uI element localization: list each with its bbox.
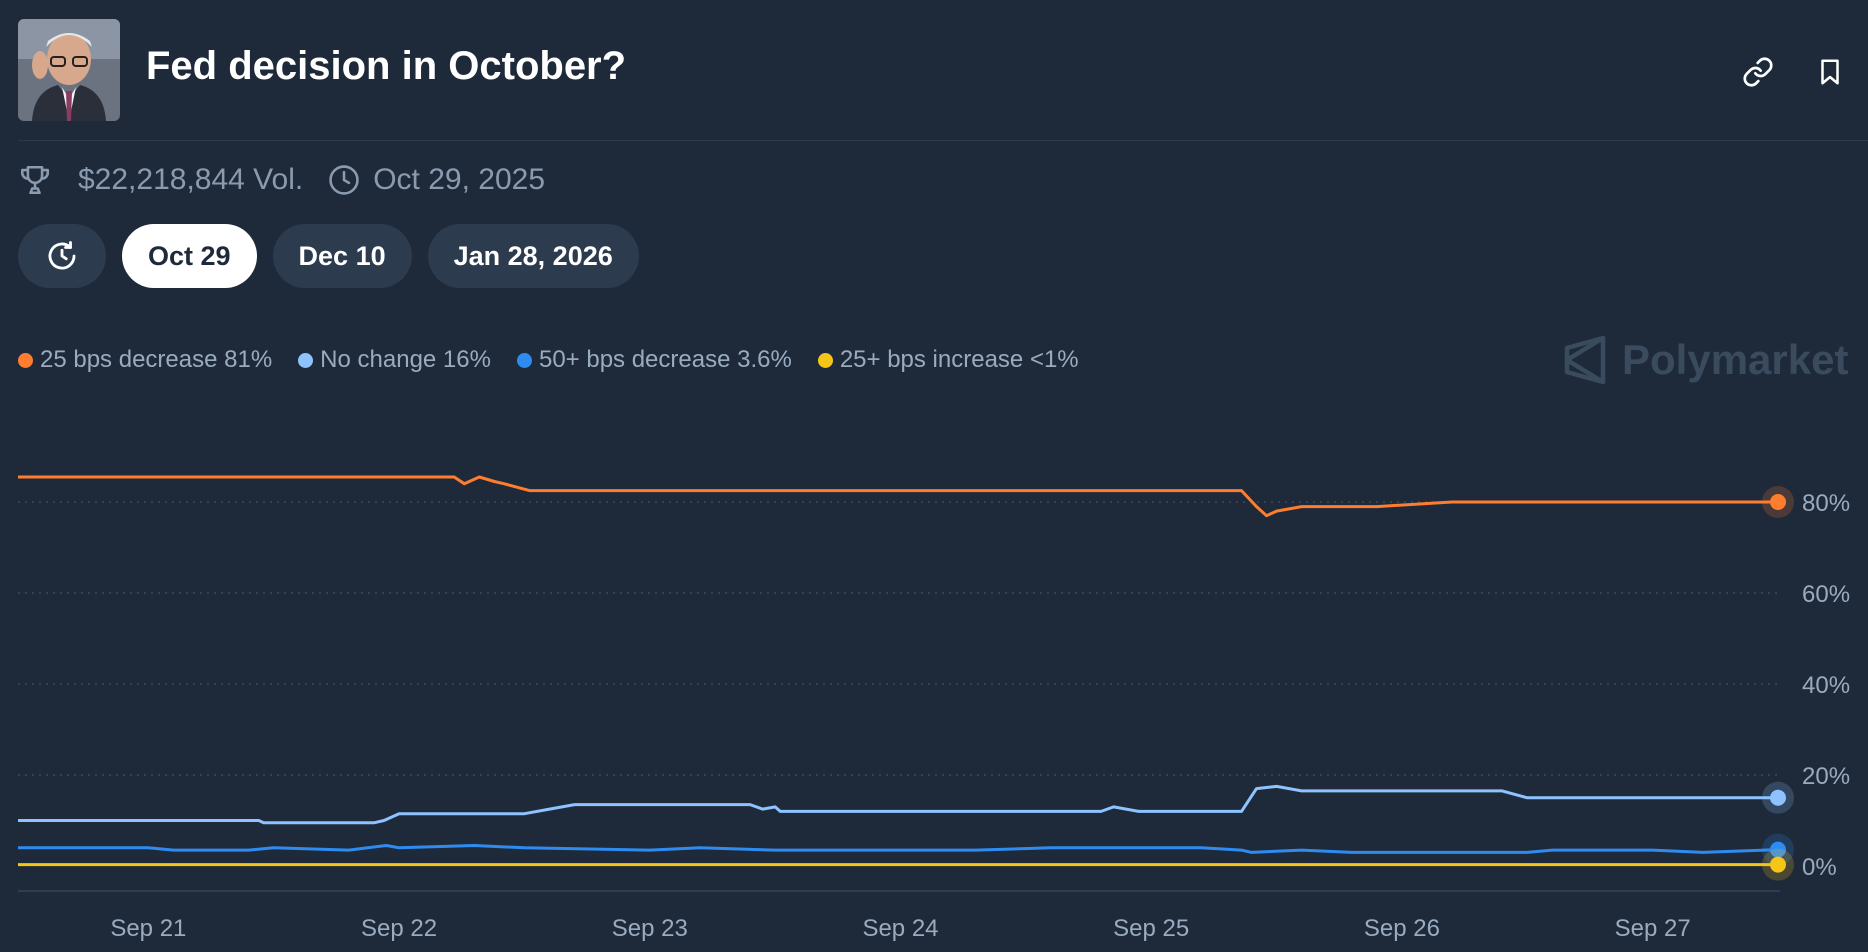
link-icon bbox=[1743, 57, 1773, 87]
header-divider bbox=[18, 140, 1868, 141]
legend-label: 25+ bps increase <1% bbox=[839, 346, 1079, 373]
legend-label: 50+ bps decrease 3.6% bbox=[538, 346, 792, 373]
volume-text: $22,218,844 Vol. bbox=[78, 163, 304, 196]
legend-label: 25 bps decrease 81% bbox=[40, 346, 273, 373]
trophy-icon bbox=[20, 165, 50, 195]
legend-dot bbox=[817, 352, 833, 368]
series-end-point bbox=[1770, 789, 1786, 806]
page-title: Fed decision in October? bbox=[146, 44, 627, 88]
legend-item-25-bps-increase[interactable]: 25+ bps increase <1% bbox=[817, 346, 1079, 374]
history-icon bbox=[48, 241, 76, 270]
y-tick-label: 80% bbox=[1802, 490, 1850, 517]
legend-label: No change 16% bbox=[320, 346, 491, 373]
series-end-point bbox=[1770, 841, 1786, 858]
series-line bbox=[18, 844, 1779, 854]
tab-jan-28-2026[interactable]: Jan 28, 2026 bbox=[427, 224, 639, 288]
x-tick-label: Sep 24 bbox=[862, 915, 938, 942]
history-button[interactable] bbox=[18, 224, 106, 288]
y-tick-label: 60% bbox=[1802, 581, 1850, 608]
x-tick-label: Sep 21 bbox=[110, 915, 186, 942]
brand-name: Polymarket bbox=[1622, 336, 1849, 383]
polymarket-logo-icon bbox=[1564, 335, 1606, 385]
legend-item-50-bps-decrease[interactable]: 50+ bps decrease 3.6% bbox=[516, 346, 792, 374]
x-tick-label: Sep 22 bbox=[361, 915, 437, 942]
date-tabs: Oct 29 Dec 10 Jan 28, 2026 bbox=[18, 224, 639, 288]
tab-oct-29[interactable]: Oct 29 bbox=[122, 224, 257, 288]
avatar bbox=[18, 19, 120, 121]
y-tick-label: 0% bbox=[1802, 854, 1837, 881]
clock-icon bbox=[329, 165, 359, 195]
y-tick-label: 20% bbox=[1802, 763, 1850, 790]
x-tick-label: Sep 26 bbox=[1364, 915, 1440, 942]
x-tick-label: Sep 25 bbox=[1113, 915, 1189, 942]
bookmark-icon bbox=[1821, 59, 1839, 85]
legend-dot bbox=[516, 352, 532, 368]
chart-legend: 25 bps decrease 81% No change 16% 50+ bp… bbox=[18, 346, 1105, 374]
series-line bbox=[18, 475, 1778, 518]
series-end-point bbox=[1770, 494, 1786, 510]
brand-watermark: Polymarket bbox=[1562, 334, 1848, 386]
bookmark-button[interactable] bbox=[1810, 52, 1850, 92]
link-button[interactable] bbox=[1738, 52, 1778, 92]
x-tick-label: Sep 27 bbox=[1615, 915, 1691, 942]
x-tick-label: Sep 23 bbox=[612, 915, 688, 942]
series-line bbox=[18, 784, 1778, 825]
market-meta: $22,218,844 Vol. Oct 29, 2025 bbox=[18, 160, 545, 200]
y-tick-label: 40% bbox=[1802, 672, 1850, 699]
series-end-point bbox=[1770, 856, 1786, 873]
legend-item-25-bps-decrease[interactable]: 25 bps decrease 81% bbox=[18, 346, 272, 374]
legend-dot bbox=[18, 352, 33, 368]
legend-dot bbox=[298, 352, 314, 368]
legend-item-no-change[interactable]: No change 16% bbox=[298, 346, 491, 374]
tab-dec-10[interactable]: Dec 10 bbox=[272, 224, 412, 288]
end-date-text: Oct 29, 2025 bbox=[373, 163, 546, 196]
